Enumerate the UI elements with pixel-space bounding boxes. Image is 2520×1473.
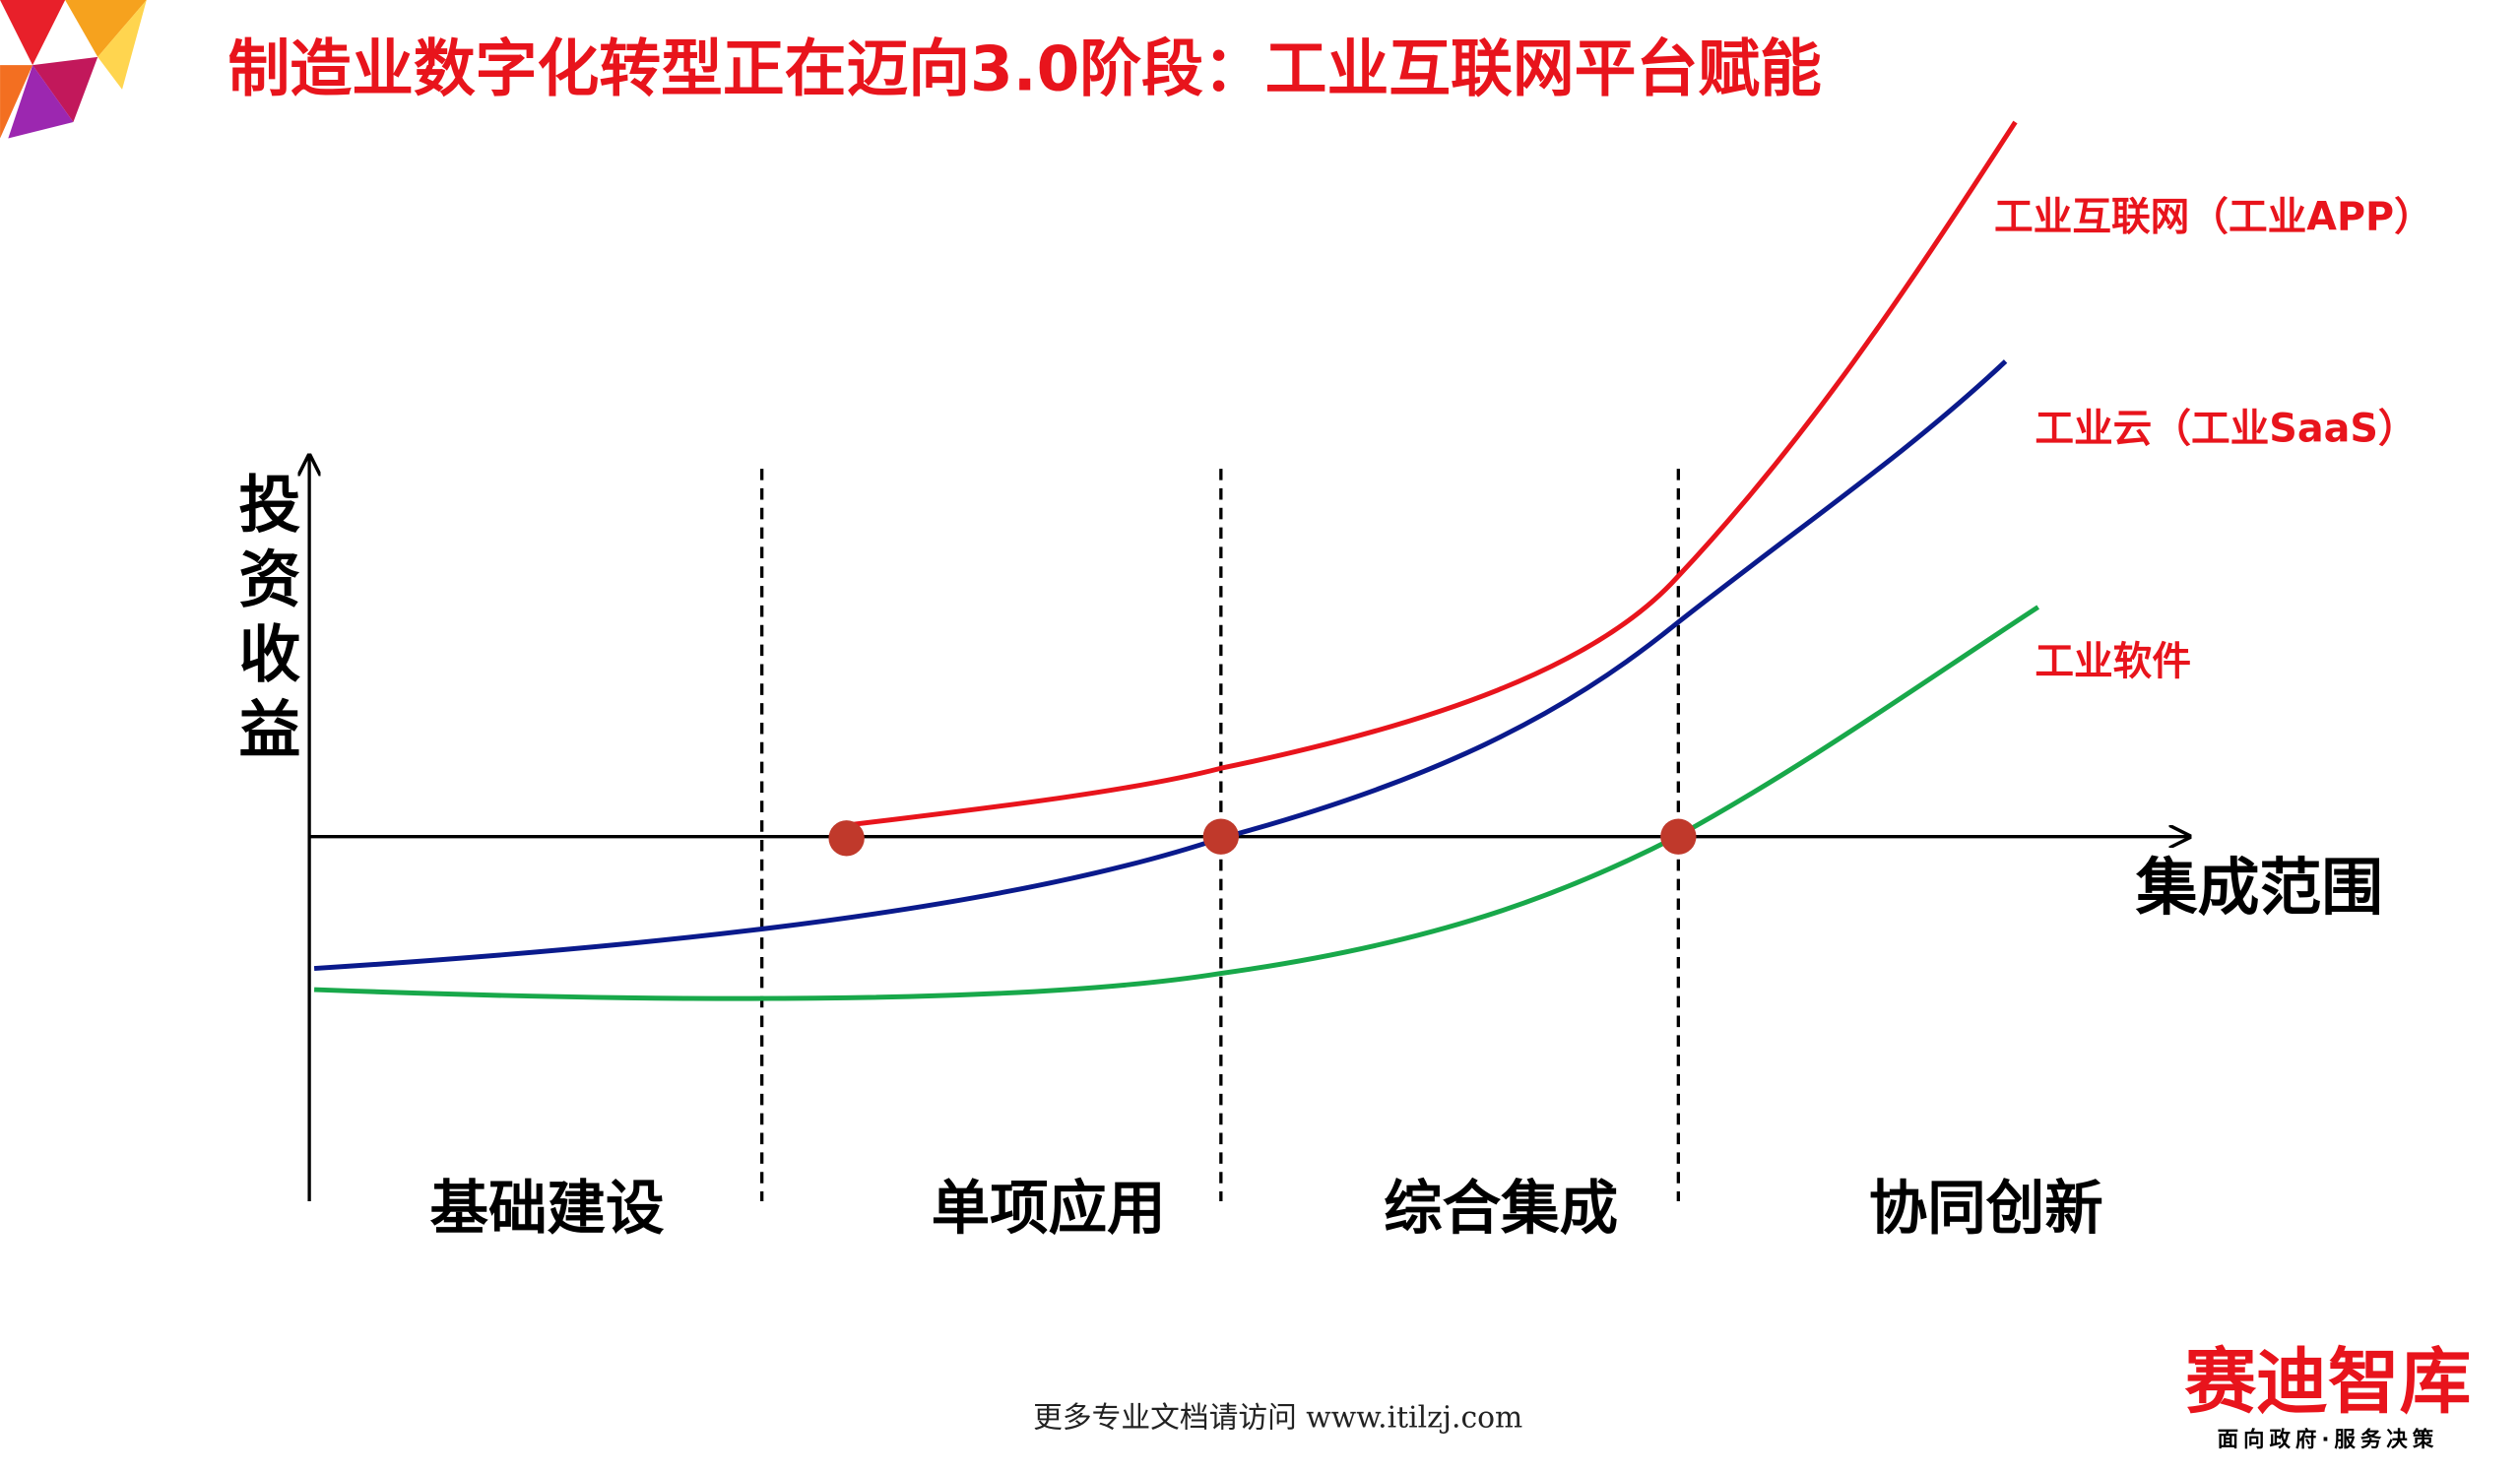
curve-label: 工业云（工业SaaS） — [2035, 407, 2417, 452]
x-axis-label: 集成范围 — [2135, 852, 2383, 924]
stage-label: 单项应用 — [932, 1176, 1166, 1244]
title: 制造业数字化转型正在迈向3.0阶段：工业互联网平台赋能 — [227, 32, 1821, 104]
stage-label: 基础建设 — [429, 1176, 664, 1244]
corner-decoration — [0, 0, 147, 139]
stage-label: 综合集成 — [1384, 1176, 1618, 1244]
point — [828, 820, 865, 857]
curve-label: 工业软件 — [2035, 639, 2191, 684]
curve-industrial-internet — [846, 120, 2018, 828]
logo: 赛迪智库 — [2184, 1340, 2471, 1424]
curve-industrial-cloud — [313, 359, 2008, 972]
logo-slogan: 面向政府·服务决策 — [2218, 1427, 2439, 1452]
curve-industrial-software — [313, 605, 2040, 1001]
curve-label: 工业互联网（工业APP） — [1994, 195, 2433, 240]
stage-dividers — [760, 469, 1680, 1201]
stage-label: 协同创新 — [1869, 1176, 2103, 1244]
point — [1202, 818, 1240, 855]
footer-text: 更多专业文档请访问 www.itilzj.com — [1033, 1400, 1522, 1435]
point — [1660, 818, 1697, 855]
y-axis-label: 投资收益 — [228, 472, 300, 771]
